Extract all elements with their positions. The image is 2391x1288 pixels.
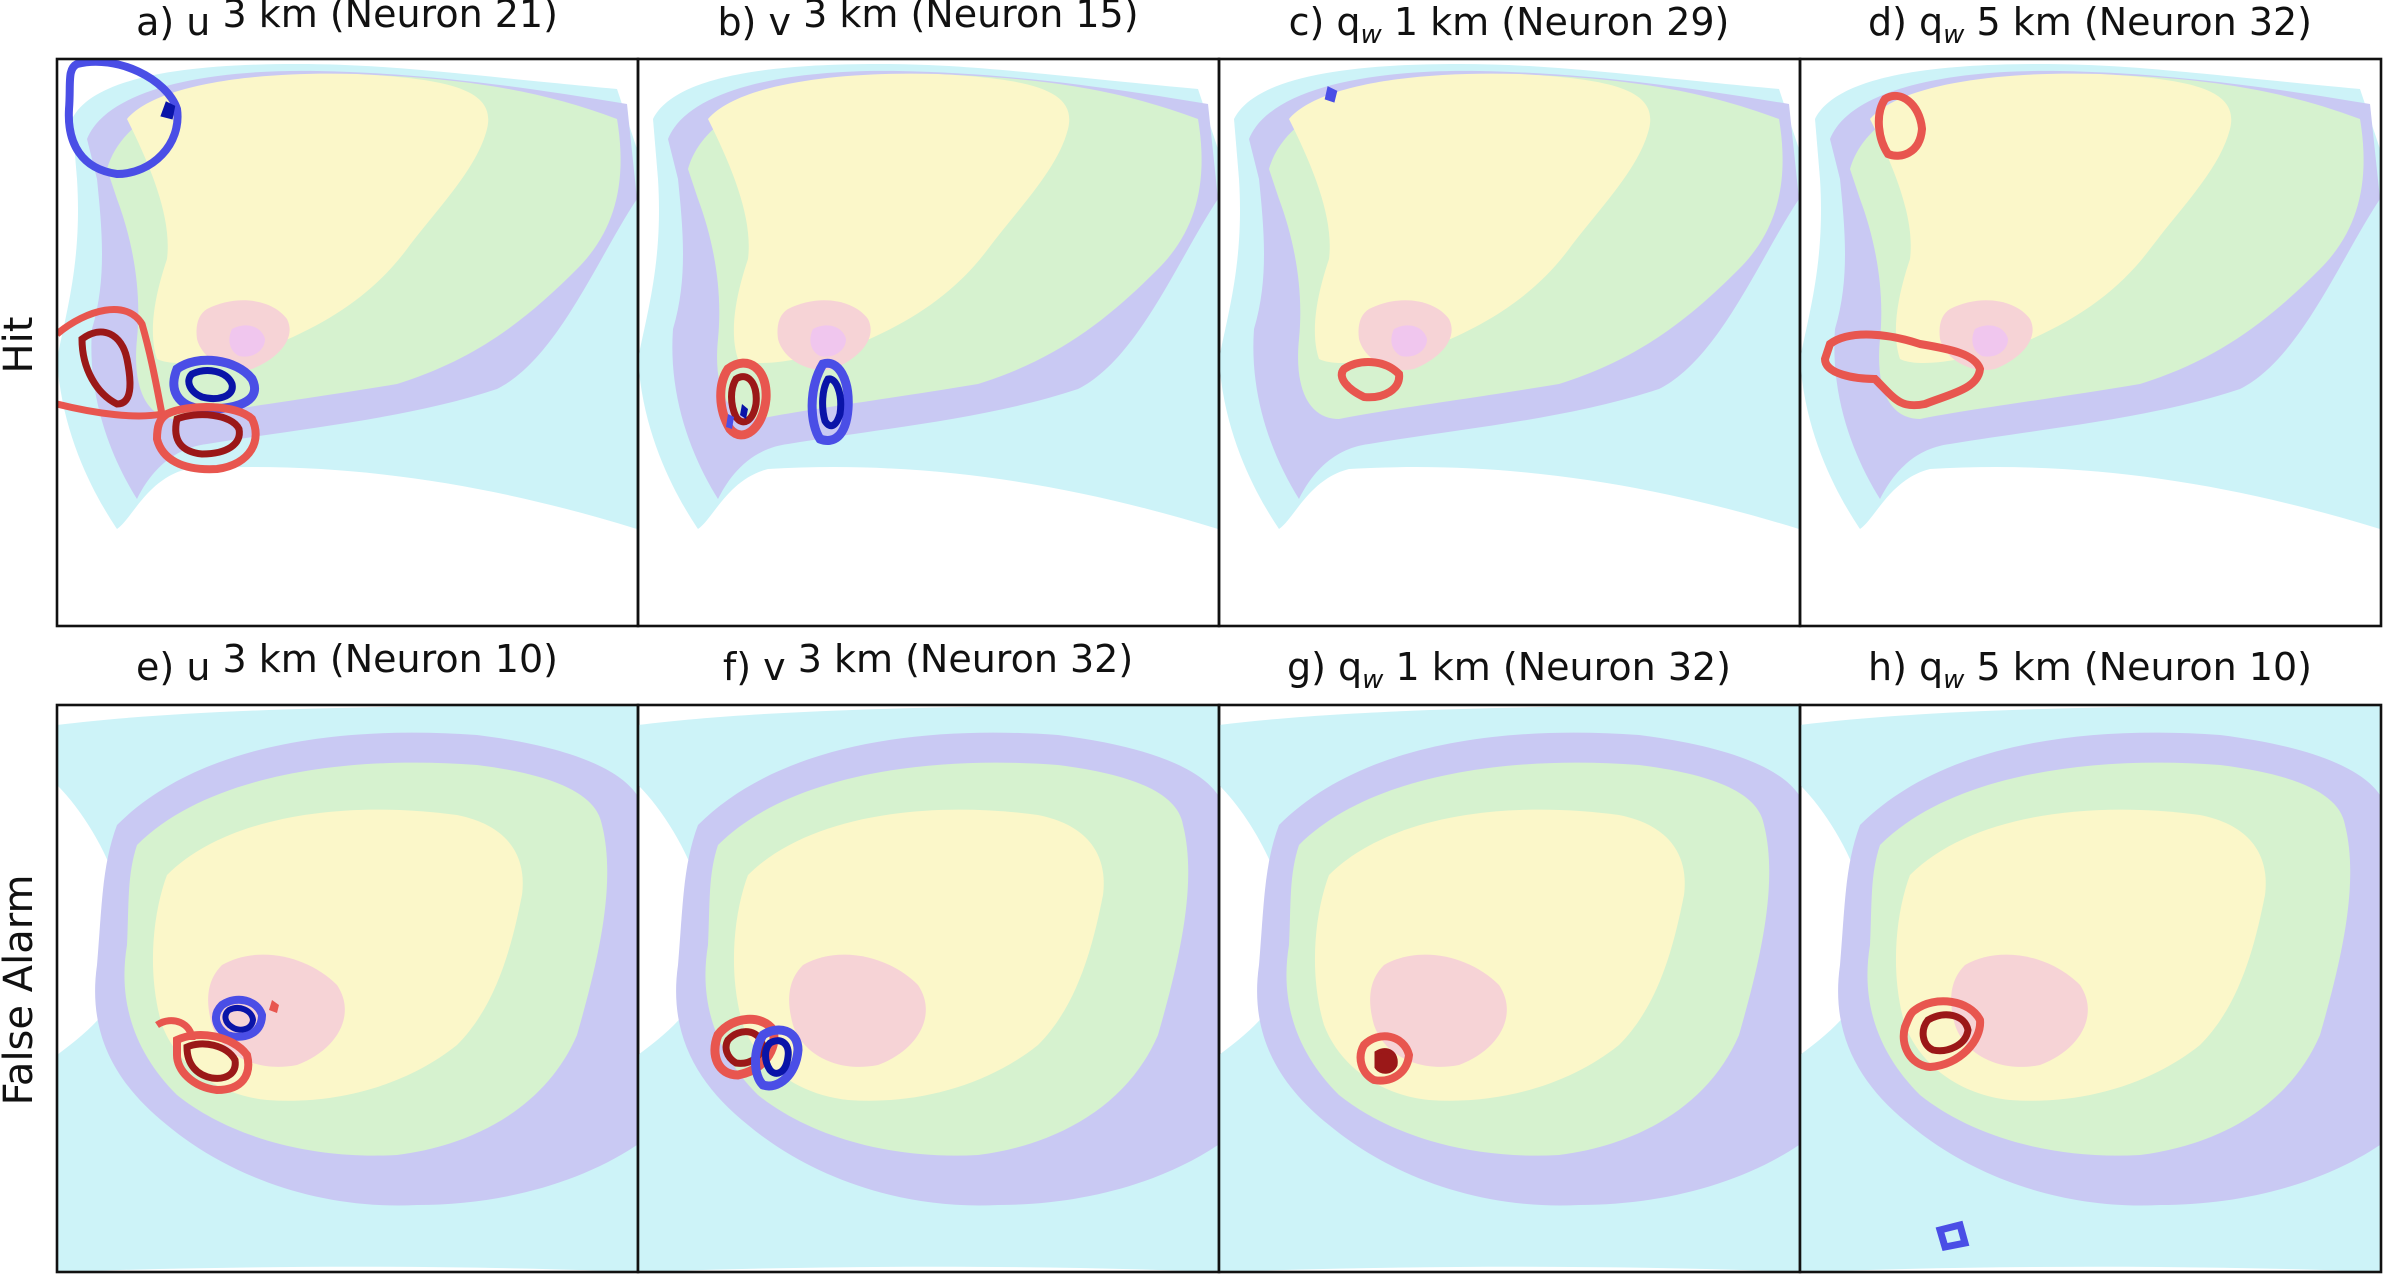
- panel-d-title: d) qw 5 km (Neuron 32): [1868, 0, 2312, 50]
- contour-c-2: [1337, 358, 1404, 402]
- panel-c: c) qw 1 km (Neuron 29): [1217, 0, 1802, 628]
- contour-b-2: [728, 373, 760, 426]
- contour-h-3: [1935, 1220, 1970, 1252]
- contour-e-4: [173, 1031, 253, 1095]
- contour-a-1: [64, 59, 182, 179]
- panel-a-title: a) u 3 km (Neuron 21): [136, 0, 558, 44]
- panel-d: d) qw 5 km (Neuron 32): [1798, 0, 2383, 628]
- contour-h-1: [1899, 997, 1985, 1072]
- row-label-hit-text: Hit: [0, 317, 42, 374]
- contour-a-4: [78, 328, 134, 408]
- contour-c-1: [1324, 86, 1338, 103]
- panel-f-title: f) v 3 km (Neuron 32): [723, 637, 1133, 689]
- contour-a-8: [172, 411, 243, 458]
- panel-e: e) u 3 km (Neuron 10): [55, 637, 640, 1274]
- panel-c-title: c) qw 1 km (Neuron 29): [1289, 0, 1730, 50]
- contour-a-5: [169, 355, 259, 414]
- panel-h-title: h) qw 5 km (Neuron 10): [1868, 645, 2312, 695]
- contour-a-2: [160, 101, 176, 120]
- panel-g-title: g) qw 1 km (Neuron 32): [1287, 645, 1731, 695]
- contour-e-1: [212, 995, 267, 1041]
- contour-g-1: [1356, 1032, 1414, 1085]
- panel-a: a) u 3 km (Neuron 21): [55, 0, 640, 628]
- row-label-hit: Hit: [0, 317, 42, 374]
- contour-a-3: [57, 306, 167, 420]
- contour-a-7: [152, 403, 260, 474]
- panel-g: g) qw 1 km (Neuron 32): [1217, 645, 1802, 1274]
- panel-h: h) qw 5 km (Neuron 10): [1798, 645, 2383, 1274]
- contour-a-6: [185, 367, 236, 402]
- contour-e-2: [222, 1005, 257, 1033]
- contour-g-2: [1374, 1048, 1398, 1074]
- contour-f-4: [762, 1037, 792, 1077]
- contour-e-6: [155, 1017, 196, 1041]
- contour-b-1: [716, 358, 771, 440]
- contour-b-6: [726, 414, 734, 429]
- panel-d-frame: [1798, 57, 2383, 628]
- panel-h-frame: [1798, 703, 2383, 1274]
- panel-e-title: e) u 3 km (Neuron 10): [136, 637, 558, 689]
- contour-e-3: [269, 1000, 279, 1013]
- contour-d-2: [1820, 330, 1985, 410]
- panel-f: f) v 3 km (Neuron 32): [636, 637, 1221, 1274]
- row-label-false-alarm: False Alarm: [0, 875, 42, 1106]
- contour-b-3: [807, 358, 853, 445]
- contour-d-1: [1874, 91, 1927, 160]
- contour-e-5: [183, 1040, 239, 1082]
- panel-b-title: b) v 3 km (Neuron 15): [717, 0, 1138, 44]
- contour-h-2: [1919, 1011, 1972, 1055]
- panel-b: b) v 3 km (Neuron 15): [636, 0, 1221, 628]
- row-label-false-alarm-text: False Alarm: [0, 875, 42, 1106]
- contour-f-3: [751, 1025, 803, 1091]
- contour-b-5: [740, 404, 748, 419]
- contour-b-4: [819, 375, 845, 430]
